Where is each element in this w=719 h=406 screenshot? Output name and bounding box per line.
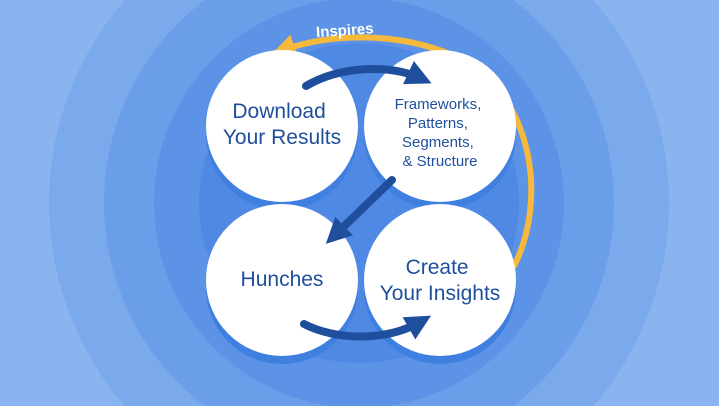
create-circle (364, 204, 516, 356)
download-label: Download Your Results (223, 100, 341, 149)
create-label-line-2: Your Insights (380, 282, 501, 305)
frameworks-label: Frameworks, Patterns, Segments, & Struct… (395, 96, 486, 170)
create-label: Create Your Insights (380, 256, 501, 305)
download-label-line-2: Your Results (223, 126, 341, 149)
frameworks-label-line-1: Frameworks, (395, 96, 482, 113)
download-circle (206, 50, 358, 202)
arrow-download-to-frameworks (302, 60, 432, 90)
node-download: Download Your Results (206, 50, 358, 202)
frameworks-circle (364, 50, 516, 202)
node-create: Create Your Insights (364, 204, 516, 356)
frameworks-label-line-2: Patterns, (408, 115, 468, 132)
create-label-line-1: Create (406, 256, 469, 279)
download-label-line-1: Download (232, 100, 325, 123)
arrow-frameworks-to-hunches (325, 176, 396, 244)
cycle-arrows (300, 60, 432, 341)
hunches-circle (206, 204, 358, 356)
hunches-label-line-1: Hunches (241, 268, 324, 291)
node-hunches: Hunches (206, 204, 358, 356)
frameworks-label-line-3: Segments, (402, 134, 474, 151)
hunches-label: Hunches (241, 268, 324, 291)
node-frameworks: Frameworks, Patterns, Segments, & Struct… (364, 50, 516, 202)
arrow-hunches-to-create (300, 315, 432, 341)
inspires-label: Inspires (316, 20, 375, 41)
frameworks-label-line-4: & Structure (402, 153, 477, 170)
